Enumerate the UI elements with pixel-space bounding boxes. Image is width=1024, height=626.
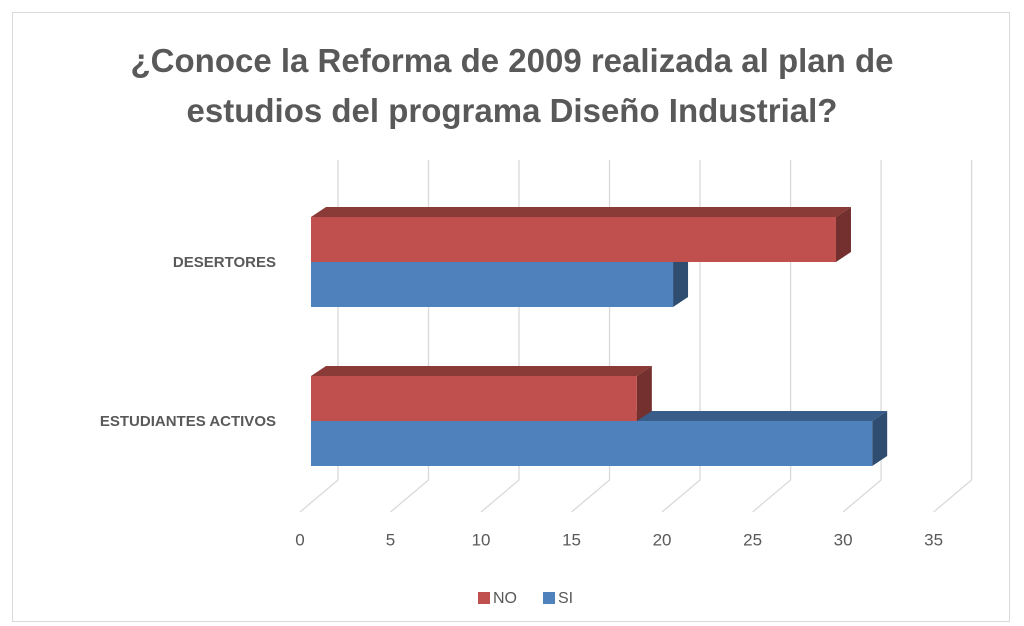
bar-top [311, 366, 652, 376]
x-tick-label: 0 [295, 530, 304, 549]
x-tick-label: 35 [924, 530, 943, 549]
bar-side [835, 207, 851, 262]
x-tick-label: 5 [386, 530, 395, 549]
bar-side [872, 411, 888, 466]
grid-line [752, 160, 792, 513]
category-label: DESERTORES [173, 254, 276, 271]
bar-front [311, 262, 674, 307]
bar-front [311, 376, 637, 421]
legend-label: NO [493, 590, 517, 607]
chart-frame [12, 12, 1010, 622]
grid-line [661, 160, 701, 513]
x-tick-label: 10 [472, 530, 491, 549]
bar-top [311, 207, 851, 217]
chart-title: ¿Conoce la Reforma de 2009 realizada al … [130, 42, 894, 129]
bar-side [636, 366, 652, 421]
bar-front [311, 217, 836, 262]
x-tick-label: 30 [834, 530, 853, 549]
x-tick-label: 20 [653, 530, 672, 549]
bar-front [311, 421, 873, 466]
x-tick-label: 25 [743, 530, 762, 549]
bar [311, 366, 652, 421]
category-label: ESTUDIANTES ACTIVOS [100, 413, 276, 430]
legend-swatch [543, 592, 555, 604]
grid-line [842, 160, 882, 513]
legend-swatch [478, 592, 490, 604]
bar-side [673, 252, 689, 307]
x-tick-label: 15 [562, 530, 581, 549]
bar [311, 207, 851, 262]
legend-label: SI [558, 590, 573, 607]
grid-line [933, 160, 973, 513]
